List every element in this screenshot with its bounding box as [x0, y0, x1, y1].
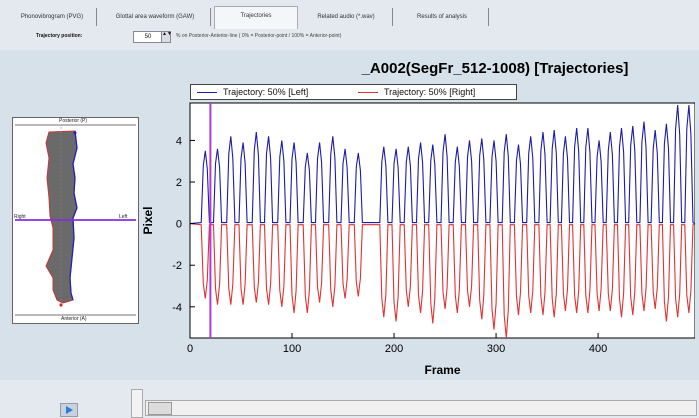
glottis-area-shape [45, 130, 78, 304]
frame-scrollbar[interactable] [145, 400, 697, 416]
y-axis-label: Pixel [141, 206, 155, 234]
series-left-line [189, 105, 695, 225]
x-axis-label: Frame [424, 363, 460, 377]
chart-title: _A002(SegFr_512-1008) [Trajectories] [361, 60, 629, 77]
posterior-point-marker [73, 131, 77, 135]
y-tick-label: -2 [172, 260, 182, 272]
posterior-label: Posterior (P) [59, 118, 88, 124]
x-tick-label: 300 [487, 343, 505, 355]
frame-scroll-thumb[interactable] [148, 402, 172, 415]
x-tick-label: 100 [283, 343, 301, 355]
legend-label-right: Trajectory: 50% [Right] [384, 87, 476, 97]
x-tick-label: 200 [385, 343, 403, 355]
trajectory-hint: % on Posterior-Anterior-line ( 0% = Post… [176, 33, 342, 39]
left-edge-contour [69, 130, 78, 301]
legend-swatch-right [358, 92, 378, 93]
series-right-line [189, 223, 695, 339]
playback-bar [0, 386, 699, 418]
tab-results-of-analysis[interactable]: Results of analysis [396, 8, 489, 26]
plot-area[interactable]: 0 100 200 300 400 4 2 0 -2 -4 Frame Pixel [140, 56, 695, 386]
anterior-label: Anterior (A) [61, 316, 87, 322]
legend-label-left: Trajectory: 50% [Left] [223, 87, 309, 97]
chart-legend: Trajectory: 50% [Left] Trajectory: 50% [… [190, 84, 517, 100]
x-tick-label: 400 [589, 343, 607, 355]
glottis-contour-view: Posterior (P) Anterior (A) Right Left [12, 117, 139, 324]
trajectory-controls: Trajectory position: 50 ▲▼ % on Posterio… [0, 30, 699, 44]
legend-swatch-left [197, 92, 217, 93]
plot-background [189, 102, 695, 339]
right-side-label: Right [14, 214, 26, 220]
tab-glottal-area-waveform[interactable]: Glottal area waveform (GAW) [100, 8, 211, 26]
vertical-scrollbar[interactable] [131, 389, 143, 418]
trajectory-position-stepper[interactable]: 50 ▲▼ [133, 31, 172, 43]
y-tick-label: -4 [172, 302, 182, 314]
y-tick-label: 4 [176, 135, 182, 147]
tab-phonovibrogram[interactable]: Phonovibrogram (PVG) [8, 8, 97, 26]
tab-bar: Phonovibrogram (PVG) Glottal area wavefo… [0, 0, 699, 29]
y-tick-label: 0 [176, 219, 182, 231]
stepper-arrows-icon[interactable]: ▲▼ [161, 32, 172, 42]
trajectory-position-value[interactable]: 50 [144, 34, 152, 40]
play-icon [66, 406, 73, 414]
play-button[interactable] [60, 403, 78, 417]
y-tick-label: 2 [176, 177, 182, 189]
tab-trajectories[interactable]: Trajectories [214, 6, 298, 29]
left-side-label: Left [119, 214, 128, 220]
glottis-contour-svg [15, 124, 136, 316]
trajectory-position-label: Trajectory position: [36, 33, 83, 39]
tab-related-audio[interactable]: Related audio (*.wav) [300, 8, 393, 26]
trajectory-chart: _A002(SegFr_512-1008) [Trajectories] Tra… [140, 56, 695, 386]
anterior-point-marker [59, 303, 63, 307]
x-tick-label: 0 [187, 343, 193, 355]
